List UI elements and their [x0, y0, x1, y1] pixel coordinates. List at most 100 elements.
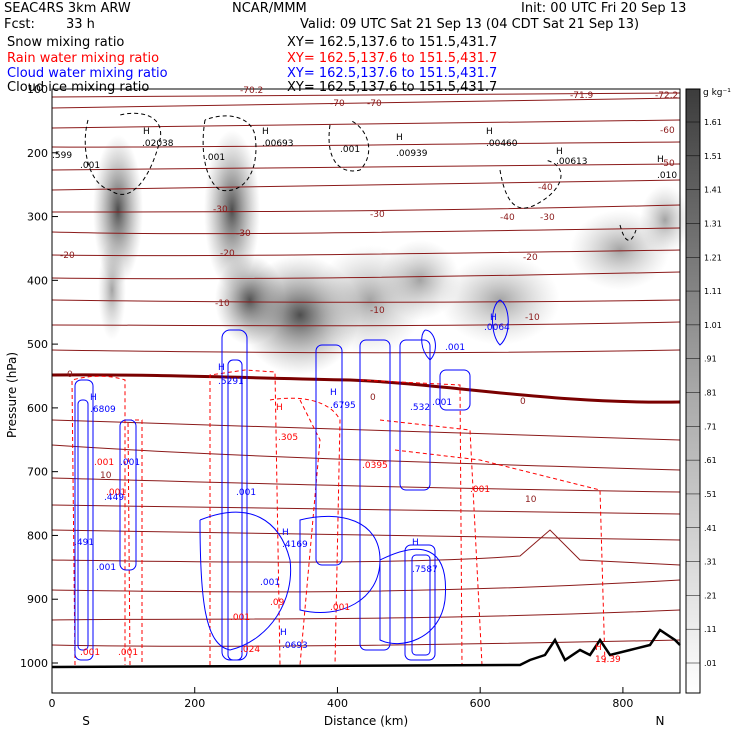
cloud-label: .6795 [330, 401, 356, 411]
rain-label: .305 [278, 433, 298, 443]
x-tick-label: 800 [612, 697, 633, 710]
temperature-label: -10 [370, 306, 385, 316]
x-axis: 0 200 400 600 800 [49, 687, 633, 710]
temperature-label: -30 [213, 205, 228, 215]
snow-label: .001 [340, 145, 360, 155]
rain-label: .09 [270, 598, 285, 608]
colorbar-unit: g kg⁻¹ [703, 88, 731, 98]
snow-labels: H.02038.001H.00693.001H.00939H.00460H.00… [52, 127, 677, 181]
field-ice-xy: XY= 162.5,137.6 to 151.5,431.7 [287, 80, 498, 95]
x-tick-label: 600 [470, 697, 491, 710]
y-axis-title: Pressure (hPa) [5, 352, 19, 438]
rain-label: .001 [80, 648, 100, 658]
field-cloud-xy: XY= 162.5,137.6 to 151.5,431.7 [287, 66, 498, 81]
valid-time: Valid: 09 UTC Sat 21 Sep 13 (04 CDT Sat … [300, 17, 640, 32]
cloud-contours [74, 299, 509, 661]
snow-label: .001 [80, 161, 100, 171]
fcst-label: Fcst: [4, 17, 35, 32]
field-snow-xy: XY= 162.5,137.6 to 151.5,431.7 [287, 35, 498, 50]
y-tick-label: 500 [27, 338, 48, 351]
temperature-label: -71.9 [570, 91, 594, 101]
snow-label: .001 [205, 153, 225, 163]
fcst-value: 33 h [66, 17, 95, 32]
cloud-label: .7587 [412, 565, 438, 575]
cloud-label: H [218, 363, 225, 373]
rain-label: .001 [106, 488, 126, 498]
snow-label: H [556, 147, 563, 157]
y-tick-label: 900 [27, 593, 48, 606]
colorbar-label: .61 [704, 456, 717, 465]
colorbar-label: .81 [704, 389, 717, 398]
colorbar-label: 1.41 [704, 186, 722, 195]
cloud-label: .001 [236, 488, 256, 498]
colorbar: 1.61 1.51 1.41 1.31 1.21 1.11 1.01 .91 .81 .71 .61… [685, 88, 722, 694]
org-name: NCAR/MMM [232, 1, 307, 16]
rain-label: 19.39 [595, 655, 621, 665]
temperature-label: -72.2 [655, 91, 678, 101]
temperature-label: -70 [367, 99, 382, 109]
x-tick-label: 0 [49, 697, 56, 710]
y-tick-label: 700 [27, 466, 48, 479]
temperature-label: -20 [60, 251, 75, 261]
plot-frame [51, 88, 681, 694]
temperature-label: -40 [538, 183, 553, 193]
y-tick-label: 400 [27, 274, 48, 287]
rain-label: .024 [240, 645, 260, 655]
temperature-label: 0 [370, 393, 376, 403]
rain-label: .001 [470, 485, 490, 495]
snow-label: .00939 [396, 149, 428, 159]
snow-contours [84, 112, 637, 241]
colorbar-label: .41 [704, 524, 717, 533]
temperature-label: -40 [500, 213, 515, 223]
terrain-line [51, 628, 681, 669]
rain-labels: H .305 .001 .001 .001 .001 .001 .024 .0395 .001 .0… [80, 403, 621, 665]
rain-contours [71, 369, 606, 666]
cloud-label: .6809 [90, 405, 116, 415]
freezing-line [51, 373, 681, 404]
cloud-label: H [330, 388, 337, 398]
model-name: SEAC4RS 3km ARW [4, 1, 131, 16]
colorbar-label: .01 [704, 659, 717, 668]
y-axis: 100 200 300 400 500 600 700 800 900 1000 [20, 83, 58, 670]
cloud-label: H [490, 313, 497, 323]
cloud-label: .001 [260, 578, 280, 588]
colorbar-label: 1.11 [704, 287, 722, 296]
colorbar-label: .21 [704, 591, 717, 600]
colorbar-label: 1.51 [704, 152, 722, 161]
y-tick-label: 800 [27, 529, 48, 542]
temperature-label: -10 [525, 313, 540, 323]
temperature-labels: -72.2-71.9-70.2-70 -70-60-50-40-40-30 -30-… [60, 86, 678, 505]
rain-label: .001 [94, 458, 114, 468]
temperature-label: -50 [660, 159, 675, 169]
cloud-label: H [282, 528, 289, 538]
colorbar-label: 1.01 [704, 321, 722, 330]
snow-label: .010 [657, 171, 677, 181]
y-tick-label: 200 [27, 147, 48, 160]
temperature-label: 10 [100, 471, 112, 481]
y-tick-label: 1000 [20, 657, 48, 670]
snow-label: .00613 [556, 157, 588, 167]
snow-label: .00460 [486, 139, 518, 149]
colorbar-label: .31 [704, 558, 717, 567]
rain-label: .001 [330, 603, 350, 613]
cloud-label: H [90, 393, 97, 403]
temperature-contours [51, 92, 681, 647]
field-rain-xy: XY= 162.5,137.6 to 151.5,431.7 [287, 51, 498, 66]
snow-label: .02038 [142, 139, 174, 149]
temperature-label: -30 [370, 210, 385, 220]
rain-label: .0395 [362, 461, 388, 471]
temperature-label: 0 [520, 397, 526, 407]
snow-label: .599 [52, 151, 72, 161]
temperature-label: 10 [525, 495, 537, 505]
colorbar-label: 1.61 [704, 118, 722, 127]
snow-label: H [143, 127, 150, 137]
rain-label: .001 [118, 648, 138, 658]
cloud-labels: H.6809H.6795.532H.0064.001.001.001.001.0… [74, 313, 510, 651]
cloud-label: .001 [96, 563, 116, 573]
x-axis-title: Distance (km) [324, 714, 408, 728]
cloud-label: .449 [104, 493, 124, 503]
temperature-label: -60 [660, 126, 675, 136]
temperature-label: -20 [220, 249, 235, 259]
field-rain-name: Rain water mixing ratio [7, 51, 160, 66]
